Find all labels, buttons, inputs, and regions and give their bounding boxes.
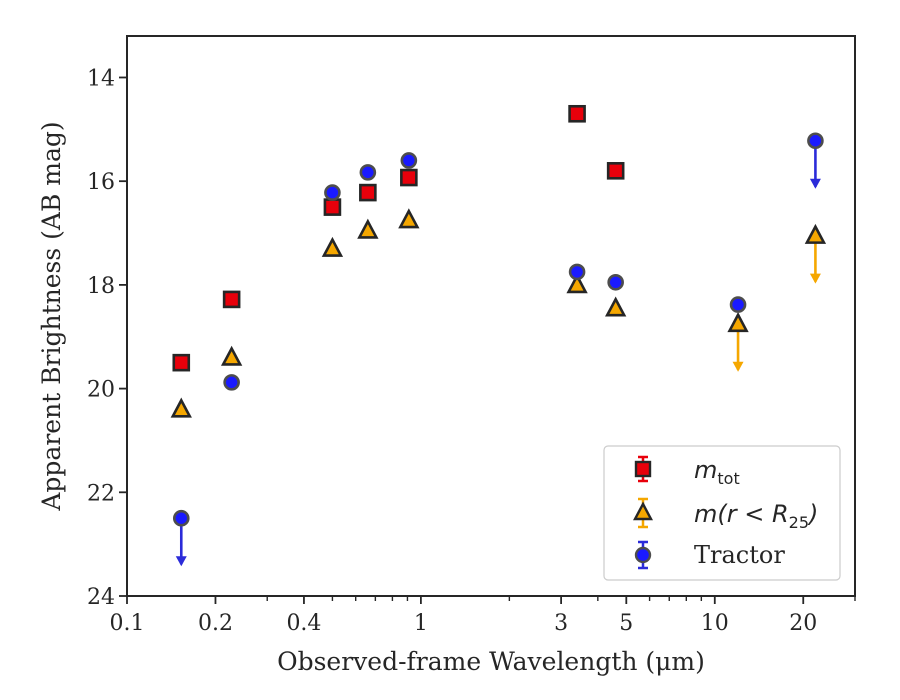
x-axis-label: Observed-frame Wavelength (μm) — [277, 647, 705, 676]
x-tick-label: 0.2 — [198, 611, 233, 636]
data-point-tractor — [223, 374, 240, 391]
y-tick-label: 22 — [87, 481, 115, 506]
legend-label-m-tot-sub: tot — [717, 469, 739, 488]
data-point-m-r25 — [321, 236, 344, 257]
legend-label-m-r25: m(r < R25) — [694, 500, 818, 532]
data-point-m-tot — [400, 168, 418, 187]
data-point-m-tot — [359, 183, 377, 202]
y-tick-label: 16 — [87, 170, 115, 195]
data-point-m-r25 — [605, 296, 627, 317]
data-point-m-tot — [606, 162, 625, 180]
data-point-m-r25 — [398, 208, 420, 229]
upper-limit-arrow-head — [732, 361, 744, 372]
x-tick-label: 1 — [414, 611, 428, 636]
data-point-m-r25 — [727, 312, 749, 333]
y-tick-label: 24 — [87, 585, 115, 610]
legend-label-tractor: Tractor — [694, 541, 785, 569]
x-tick-label: 0.1 — [110, 611, 145, 636]
legend-label-m-r25-close: ) — [807, 500, 818, 528]
data-point-m-r25 — [804, 223, 827, 244]
data-point-tractor — [607, 273, 624, 291]
legend-entry-m-tot: mtot — [634, 455, 740, 488]
upper-limit-arrow-head — [809, 273, 821, 284]
upper-limit-arrow-head — [175, 556, 187, 567]
data-point-m-tot — [568, 104, 586, 123]
x-tick-label: 20 — [789, 611, 817, 636]
legend-entry-m-r25: m(r < R25) — [633, 497, 818, 532]
plot-frame — [126, 35, 856, 597]
data-point-m-tot — [172, 353, 191, 372]
y-tick-label: 18 — [87, 274, 115, 299]
legend-circle-marker — [634, 546, 652, 564]
data-point-tractor — [359, 164, 377, 181]
legend-label-m-tot: mtot — [694, 456, 740, 488]
data-point-tractor — [400, 152, 418, 169]
y-axis-ticks: 14 16 18 20 22 24 — [87, 66, 127, 610]
data-point-m-tot — [323, 198, 342, 216]
upper-limit-arrow-head — [809, 178, 821, 189]
y-tick-label: 20 — [87, 378, 115, 403]
legend-label-m-tot-main: m — [694, 456, 717, 484]
legend: mtot m(r < R25) Tractor — [603, 445, 841, 581]
data-point-tractor — [807, 132, 824, 150]
data-point-tractor — [172, 509, 190, 527]
legend-entry-tractor: Tractor — [634, 540, 785, 570]
data-point-m-r25 — [357, 218, 379, 239]
data-point-m-r25 — [566, 273, 588, 294]
data-point-tractor — [729, 296, 747, 313]
x-axis-ticks: 0.1 0.2 0.4 1 3 5 10 20 — [110, 596, 856, 636]
data-point-m-r25 — [220, 345, 243, 366]
data-point-tractor — [568, 263, 586, 281]
legend-triangle-marker — [633, 501, 653, 521]
legend-label-m-r25-sub: 25 — [789, 513, 809, 532]
legend-box — [603, 445, 841, 581]
x-tick-label: 3 — [554, 611, 568, 636]
legend-square-marker — [634, 460, 652, 478]
x-tick-label: 5 — [619, 611, 633, 636]
y-tick-label: 14 — [87, 66, 115, 91]
data-point-m-tot — [222, 290, 241, 309]
data-marks — [170, 104, 827, 567]
y-axis-label: Apparent Brightness (AB mag) — [37, 121, 66, 511]
x-tick-label: 10 — [701, 611, 729, 636]
x-tick-label: 0.4 — [286, 611, 321, 636]
legend-label-m-r25-main: m(r < R — [694, 500, 789, 528]
data-point-m-r25 — [170, 397, 192, 418]
data-point-tractor — [324, 184, 341, 201]
